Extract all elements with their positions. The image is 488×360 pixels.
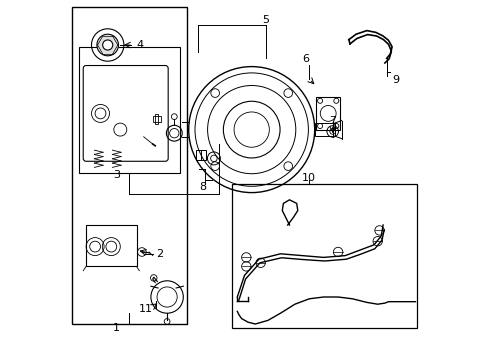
Circle shape [97, 34, 118, 56]
Bar [314, 123, 334, 136]
Circle shape [102, 40, 113, 50]
Text: 9: 9 [391, 75, 398, 85]
Text: 6: 6 [302, 54, 308, 64]
Bar [72, 7, 186, 324]
Text: 3: 3 [113, 170, 120, 180]
Bar [316, 97, 339, 130]
Bar [196, 150, 205, 160]
Bar [86, 225, 136, 266]
Text: 7: 7 [328, 116, 336, 126]
Bar [231, 184, 416, 328]
Bar [154, 114, 158, 124]
Text: 10: 10 [302, 173, 316, 183]
Bar [79, 47, 179, 173]
Text: 1: 1 [113, 323, 120, 333]
Text: 4: 4 [136, 40, 143, 50]
Bar [152, 116, 160, 122]
Text: 8: 8 [199, 182, 206, 192]
Text: 2: 2 [156, 249, 163, 259]
Text: 11: 11 [138, 304, 152, 314]
Text: 5: 5 [262, 15, 269, 25]
